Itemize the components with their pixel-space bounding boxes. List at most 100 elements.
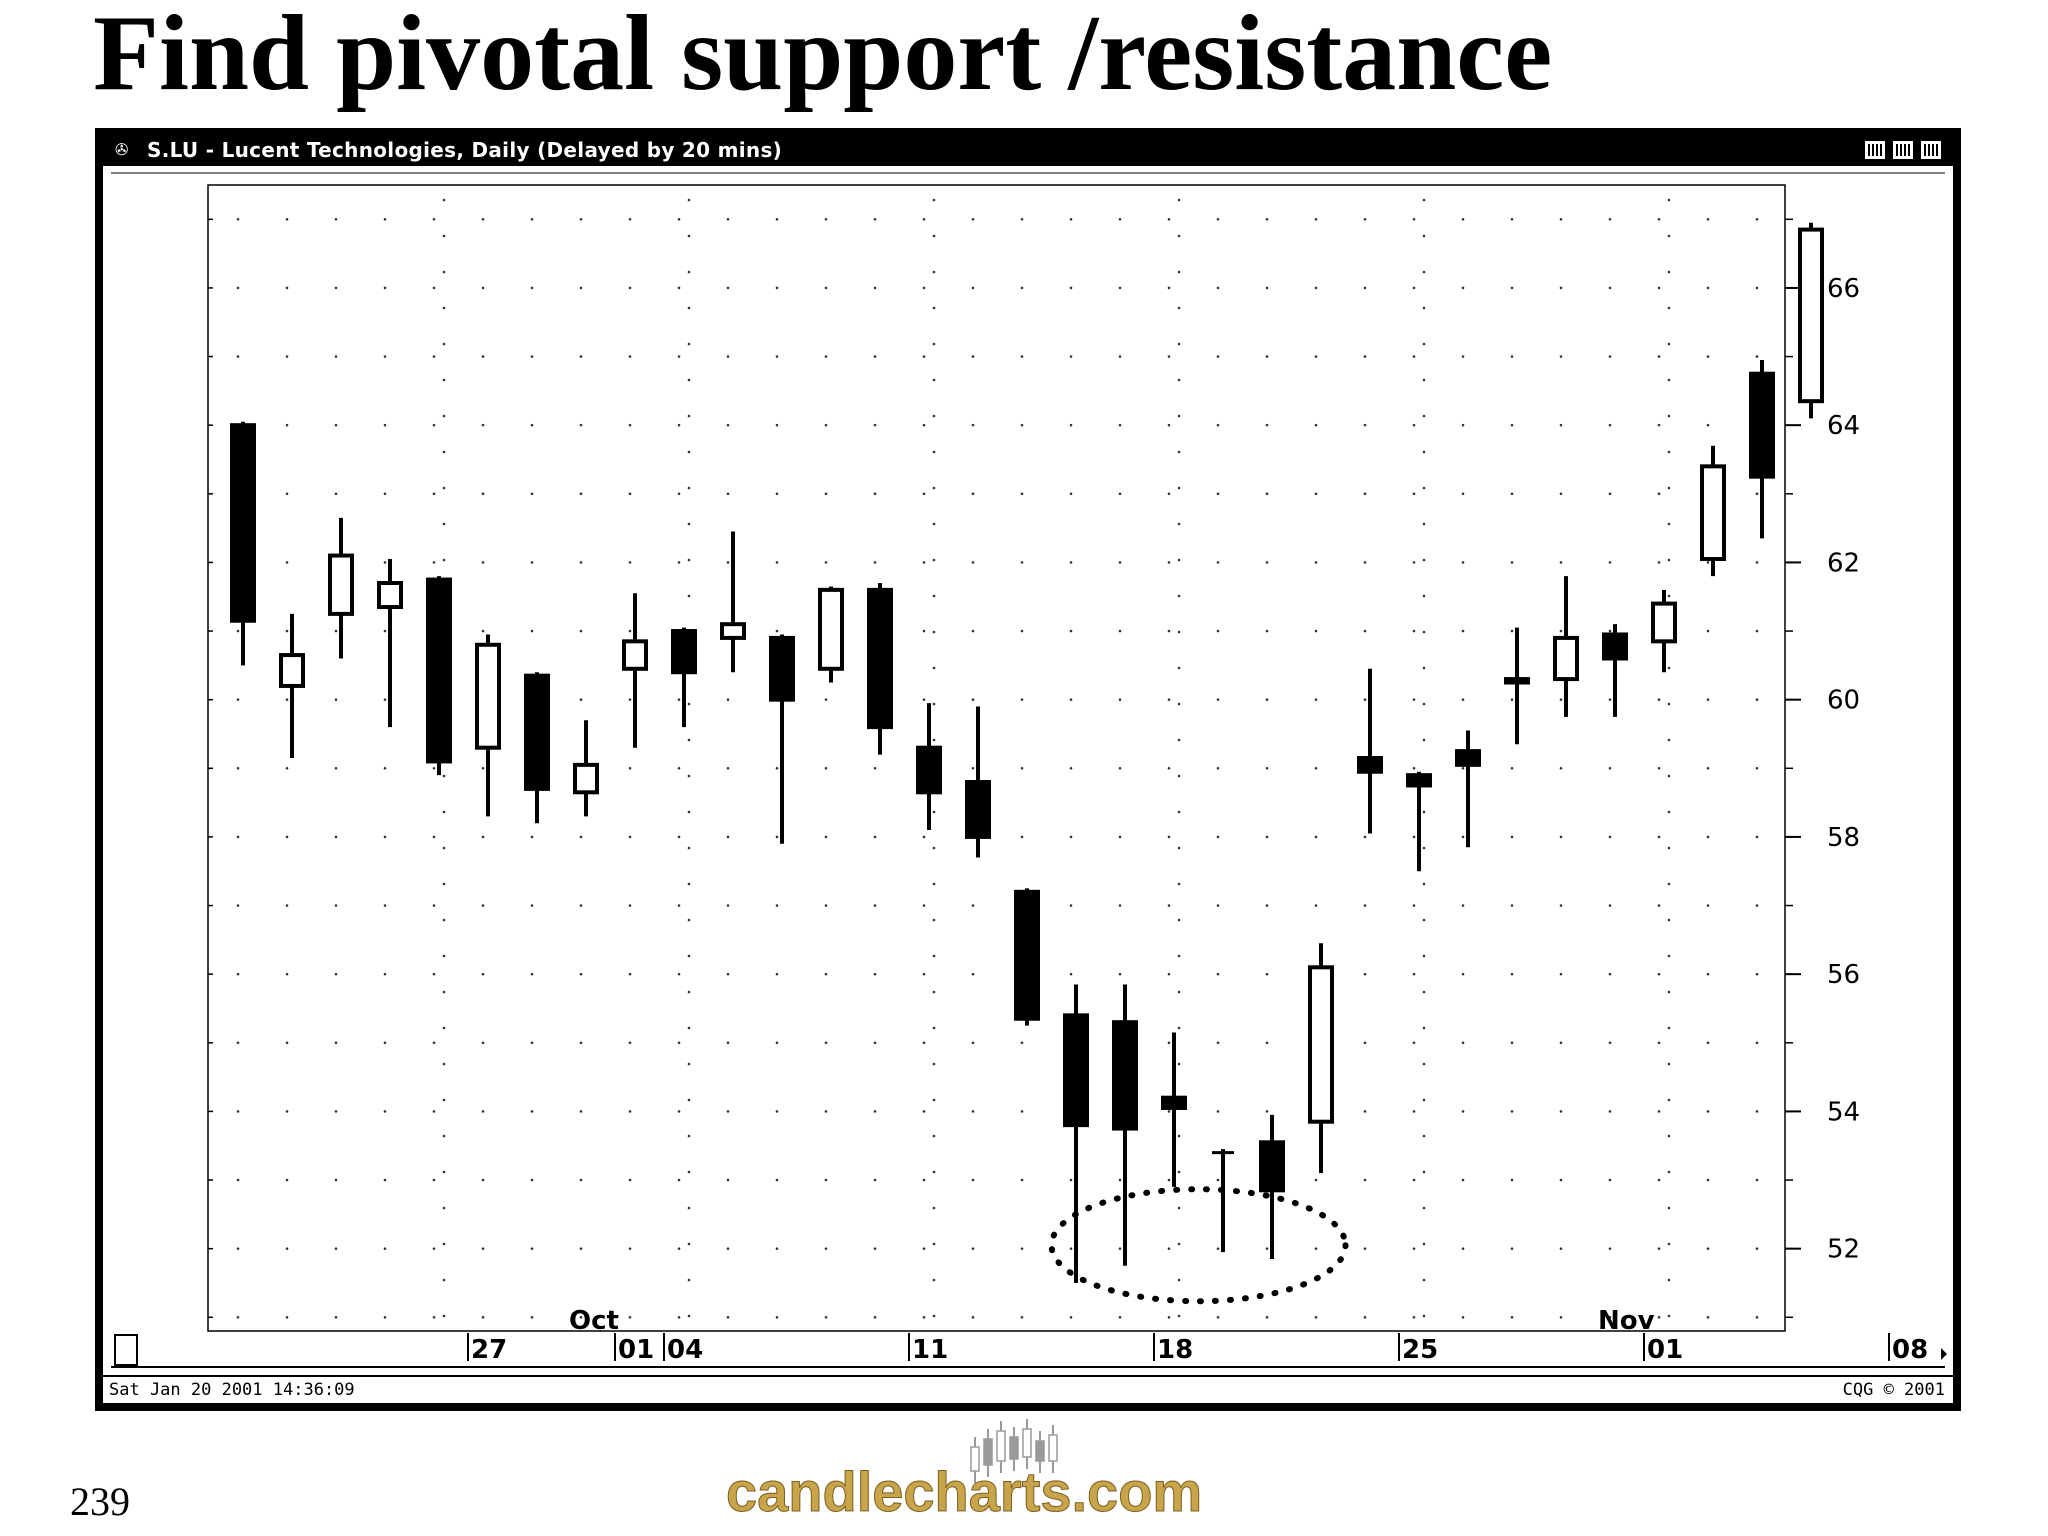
grid-dot bbox=[1020, 1110, 1024, 1113]
grid-dot bbox=[530, 835, 534, 839]
grid-dot-vertical bbox=[1177, 306, 1181, 310]
grid-dot-vertical bbox=[1177, 882, 1181, 886]
grid-dot bbox=[775, 492, 779, 496]
grid-dot bbox=[775, 904, 779, 907]
grid-dot bbox=[1559, 904, 1563, 907]
candle-body-white bbox=[818, 587, 844, 671]
grid-dot bbox=[824, 1041, 828, 1045]
grid-dot bbox=[1559, 355, 1563, 358]
grid-dot-vertical bbox=[1177, 450, 1181, 454]
grid-dot bbox=[1020, 286, 1024, 290]
grid-dot-vertical bbox=[932, 810, 936, 814]
grid-dot-vertical bbox=[1667, 342, 1671, 346]
grid-dot-vertical bbox=[1177, 1206, 1181, 1210]
grid-dot bbox=[1020, 766, 1024, 770]
grid-dot bbox=[1510, 972, 1514, 976]
y-tick-label: 52 bbox=[1827, 1235, 1860, 1265]
grid-dot-vertical bbox=[1422, 306, 1426, 310]
close-button[interactable] bbox=[1919, 139, 1943, 161]
grid-dot bbox=[236, 972, 240, 976]
grid-dot bbox=[432, 492, 436, 496]
grid-dot bbox=[285, 286, 289, 290]
candle bbox=[1553, 576, 1579, 717]
restore-button[interactable] bbox=[1891, 139, 1915, 161]
x-month-label: Nov bbox=[1598, 1306, 1655, 1336]
grid-dot bbox=[1510, 1110, 1514, 1113]
grid-dot bbox=[1510, 698, 1514, 701]
grid-dot bbox=[1265, 904, 1269, 907]
grid-dot bbox=[432, 835, 436, 839]
grid-dot-vertical bbox=[1177, 234, 1181, 238]
grid-dot bbox=[922, 423, 926, 427]
grid-dot bbox=[1510, 835, 1514, 839]
candle bbox=[1161, 1032, 1187, 1187]
grid-dot-vertical bbox=[1177, 990, 1181, 994]
grid-dot bbox=[775, 423, 779, 427]
status-copyright: CQG © 2001 bbox=[1842, 1380, 1945, 1400]
grid-dot bbox=[1412, 1178, 1416, 1182]
grid-dot bbox=[530, 286, 534, 290]
grid-dot-vertical bbox=[1667, 594, 1671, 598]
grid-dot bbox=[1020, 835, 1024, 839]
grid-dot-vertical bbox=[932, 270, 936, 274]
grid-dot bbox=[1363, 972, 1367, 976]
candle-body-black bbox=[1406, 773, 1432, 788]
grid-dot-vertical bbox=[442, 1098, 446, 1102]
grid-dot-vertical bbox=[442, 882, 446, 886]
grid-dot-vertical bbox=[1422, 378, 1426, 382]
grid-dot bbox=[334, 1315, 338, 1319]
grid-dot bbox=[1020, 218, 1024, 221]
axis-layer: 52 54 56 58 60 62 64 66 27 01 04 11 18 25 01 08 Oct Nov bbox=[111, 172, 1947, 1368]
grid-dot bbox=[1706, 1315, 1710, 1319]
grid-dot-vertical bbox=[442, 1314, 446, 1318]
grid-dot bbox=[1461, 561, 1465, 564]
grid-dot bbox=[824, 1247, 828, 1250]
candle bbox=[1406, 771, 1432, 872]
candle-body-black bbox=[867, 587, 893, 730]
grid-dot bbox=[334, 835, 338, 839]
grid-dot bbox=[236, 629, 240, 633]
grid-dot-vertical bbox=[442, 342, 446, 346]
grid-dot-vertical bbox=[932, 1242, 936, 1246]
grid-dot bbox=[432, 355, 436, 358]
candle-body-black bbox=[1749, 371, 1775, 479]
grid-dot-vertical bbox=[442, 270, 446, 274]
grid-dot-vertical bbox=[687, 558, 691, 562]
grid-dot-vertical bbox=[932, 1026, 936, 1030]
grid-dot-vertical bbox=[932, 414, 936, 418]
grid-dot bbox=[1559, 492, 1563, 496]
grid-dot-vertical bbox=[687, 522, 691, 526]
candle bbox=[720, 531, 746, 673]
grid-dot-vertical bbox=[1422, 882, 1426, 886]
grid-dot bbox=[432, 904, 436, 907]
grid-dot bbox=[1314, 286, 1318, 290]
grid-dot bbox=[1069, 1178, 1073, 1182]
grid-dot bbox=[579, 355, 583, 358]
window-controls bbox=[1863, 139, 1943, 161]
grid-dot bbox=[1167, 1110, 1171, 1113]
minimize-button[interactable] bbox=[1863, 139, 1887, 161]
grid-dot bbox=[971, 972, 975, 976]
grid-dot bbox=[922, 1041, 926, 1045]
grid-dot-vertical bbox=[1422, 630, 1426, 634]
window-titlebar[interactable]: ✇ S.LU - Lucent Technologies, Daily (Del… bbox=[103, 136, 1953, 166]
grid-dot bbox=[1167, 218, 1171, 221]
grid-dot-vertical bbox=[442, 486, 446, 490]
x-month-label: Oct bbox=[569, 1306, 619, 1336]
grid-dot bbox=[1216, 218, 1220, 221]
grid-dot-vertical bbox=[1667, 486, 1671, 490]
grid-dot-vertical bbox=[687, 270, 691, 274]
grid-dot bbox=[971, 286, 975, 290]
grid-dot bbox=[824, 561, 828, 564]
grid-dot bbox=[383, 492, 387, 496]
candle-body-black bbox=[1357, 756, 1383, 774]
grid-dot bbox=[579, 286, 583, 290]
grid-dot bbox=[873, 423, 877, 427]
grid-dot bbox=[432, 218, 436, 221]
grid-dot bbox=[1118, 286, 1122, 290]
grid-dot bbox=[1069, 766, 1073, 770]
grid-dot-vertical bbox=[687, 882, 691, 886]
grid-dot-vertical bbox=[932, 342, 936, 346]
grid-dot-vertical bbox=[1177, 1026, 1181, 1030]
grid-dot bbox=[1118, 561, 1122, 564]
